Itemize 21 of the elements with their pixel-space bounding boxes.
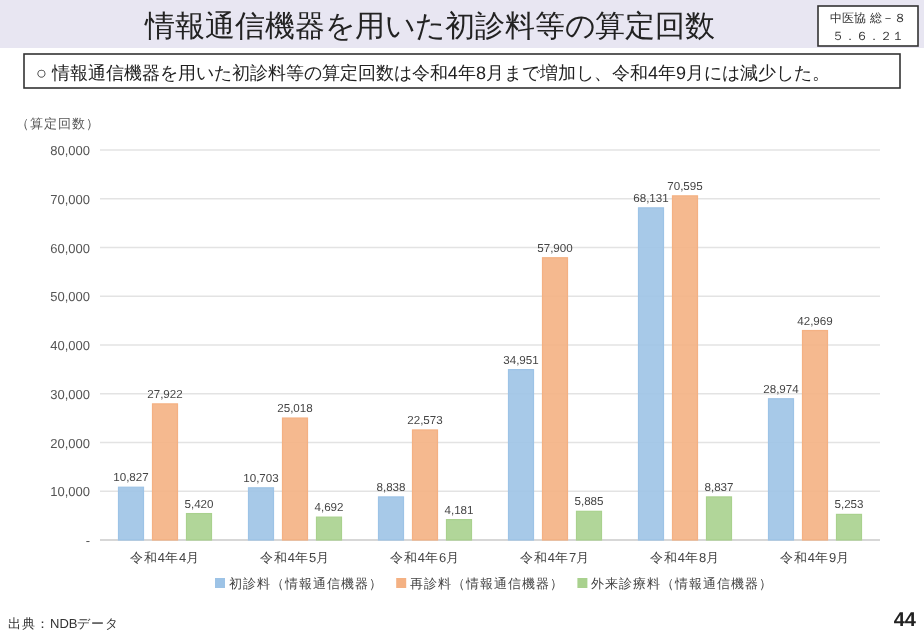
text: 44 (893, 610, 917, 632)
bar (281, 417, 309, 541)
bar (575, 510, 603, 541)
bar (411, 429, 439, 541)
bar (315, 516, 343, 541)
bar (507, 369, 535, 541)
bar (705, 496, 733, 541)
chart-title: 情報通信機器を用いた初診料等の算定回数 (143, 10, 715, 44)
bar (637, 207, 665, 541)
chart-subtitle: ○ 情報通信機器を用いた初診料等の算定回数は令和4年8月まで増加し、令和4年9月には減少した。 (36, 63, 830, 83)
bar (767, 398, 795, 541)
bar (117, 486, 145, 541)
bar (541, 257, 569, 541)
bar (377, 496, 405, 541)
bar (185, 512, 213, 541)
bar (835, 513, 863, 541)
bar (247, 487, 275, 541)
bar (801, 329, 829, 541)
bar (151, 403, 179, 541)
bar (445, 519, 473, 541)
bar (671, 195, 699, 541)
